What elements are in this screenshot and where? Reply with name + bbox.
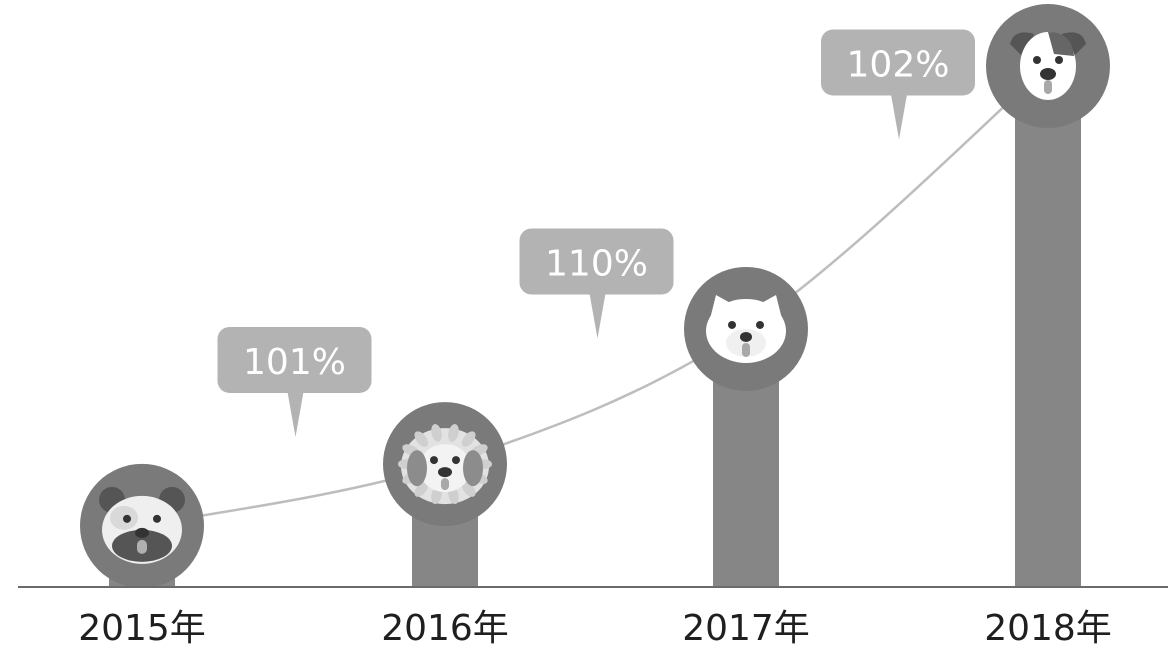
growth-bubble: 102%: [821, 29, 975, 140]
trend-curve: [141, 65, 1049, 528]
category-label: 2018年: [984, 608, 1112, 649]
jack-russell-face-icon: [1010, 32, 1086, 100]
category-label: 2015年: [78, 608, 206, 649]
growth-bubble: 101%: [217, 326, 372, 437]
category-label: 2017年: [682, 608, 810, 649]
category-label: 2016年: [381, 608, 509, 649]
bulldog-face-icon: [99, 486, 185, 564]
bar-2018年: [1015, 66, 1081, 587]
growth-bubble: 110%: [519, 228, 674, 339]
growth-label: 101%: [243, 342, 346, 383]
samoyed-face-icon: [706, 294, 786, 363]
bubble-pointer: [891, 94, 907, 140]
bubble-pointer: [589, 293, 606, 339]
shih-tzu-face-icon: [398, 424, 492, 505]
growth-label: 110%: [545, 244, 648, 285]
growth-label: 102%: [847, 44, 950, 85]
bubble-pointer: [287, 391, 304, 437]
